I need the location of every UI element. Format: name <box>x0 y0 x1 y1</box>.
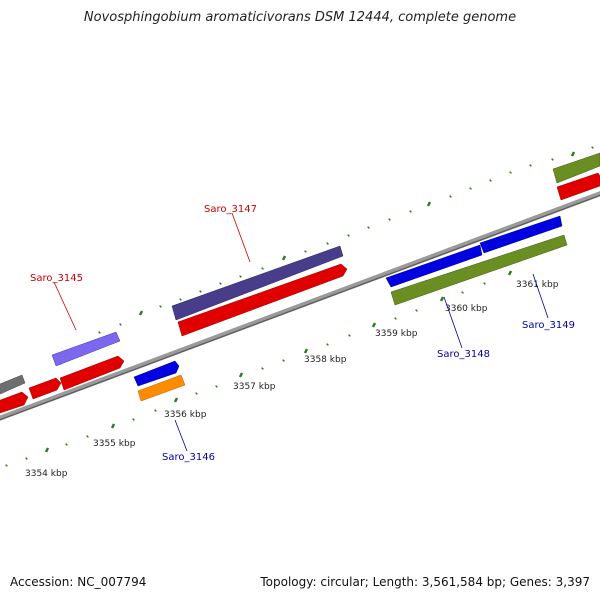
kbp-label: 3354 kbp <box>25 469 68 479</box>
tick-mark <box>509 171 512 174</box>
gene-label: Saro_3149 <box>522 320 575 331</box>
tick-mark <box>461 291 464 294</box>
tick-mark-major <box>173 397 179 403</box>
tick-mark-major <box>570 151 576 157</box>
tick-mark <box>195 392 198 395</box>
tick-mark-major <box>507 270 513 276</box>
tick-mark <box>65 443 68 446</box>
tick-mark <box>261 267 264 270</box>
tick-mark <box>86 435 89 438</box>
gene-saro-3146[interactable]: Saro_3146 <box>137 374 215 463</box>
tick-mark <box>132 418 135 421</box>
tick-mark <box>98 331 101 334</box>
tick-mark <box>5 464 8 467</box>
tick-mark-major <box>110 423 116 429</box>
tick-mark-major <box>281 255 287 261</box>
tick-mark <box>469 187 472 190</box>
tick-mark <box>179 298 182 301</box>
tick-mark <box>154 409 157 412</box>
gene-saro-3145[interactable]: Saro_3145 <box>30 273 121 367</box>
tick-mark <box>219 282 222 285</box>
gene-label: Saro_3145 <box>30 273 83 284</box>
kbp-label: 3360 kbp <box>445 304 488 314</box>
tick-mark <box>119 323 122 326</box>
grey-gene-arrow <box>0 374 26 395</box>
gene-saro-3148[interactable]: Saro_3148 <box>390 234 568 360</box>
genome-summary-text: Topology: circular; Length: 3,561,584 bp… <box>260 575 590 589</box>
blue-gene-arrow <box>133 360 180 387</box>
genome-backbone <box>0 191 600 421</box>
gene-saro-3147[interactable]: Saro_3147 <box>171 204 344 321</box>
tick-mark <box>239 275 242 278</box>
gene-saro-3149[interactable]: Saro_3149 <box>522 273 575 331</box>
blue-gene-arrow <box>479 215 563 254</box>
kbp-label: 3356 kbp <box>164 410 207 420</box>
kbp-label: 3358 kbp <box>304 355 347 365</box>
kbp-labels: 3354 kbp 3355 kbp 3356 kbp 3357 kbp 3358… <box>25 280 559 479</box>
gene-label: Saro_3146 <box>162 452 215 463</box>
tick-mark-major <box>426 201 432 207</box>
tick-mark <box>394 317 397 320</box>
olive-gene-arrow <box>552 152 600 184</box>
gene-label: Saro_3147 <box>204 204 257 215</box>
tick-mark-major <box>44 447 50 453</box>
tick-mark <box>326 343 329 346</box>
kbp-label: 3361 kbp <box>516 280 559 290</box>
tick-mark <box>388 218 391 221</box>
tick-mark <box>25 457 28 460</box>
tick-mark <box>551 158 554 161</box>
unlabeled-features[interactable] <box>0 152 600 414</box>
tick-mark <box>529 164 532 167</box>
tick-mark-major <box>238 372 244 378</box>
tick-mark <box>367 226 370 229</box>
tick-mark <box>215 385 218 388</box>
tick-mark <box>449 195 452 198</box>
tick-mark <box>326 242 329 245</box>
tick-mark <box>347 234 350 237</box>
tick-mark <box>304 250 307 253</box>
accession-text: Accession: NC_007794 <box>10 575 147 589</box>
red-cds-arrow <box>59 355 125 391</box>
red-cds-arrow <box>0 391 29 414</box>
red-cds-arrow <box>556 172 600 201</box>
tick-mark-major <box>303 348 309 354</box>
blue-gene-arrow <box>385 244 483 288</box>
tick-mark <box>591 146 594 149</box>
tick-mark <box>348 334 351 337</box>
red-cds-arrow <box>177 263 348 337</box>
kbp-label: 3355 kbp <box>93 439 136 449</box>
map-title: Novosphingobium aromaticivorans DSM 1244… <box>83 10 517 25</box>
tick-mark <box>489 179 492 182</box>
tick-mark <box>409 210 412 213</box>
red-cds-arrow <box>28 377 62 400</box>
kbp-label: 3359 kbp <box>375 329 418 339</box>
tick-mark-major <box>439 296 445 302</box>
tick-mark <box>415 309 418 312</box>
tick-mark <box>199 290 202 293</box>
tick-mark-major <box>138 310 144 316</box>
tick-mark <box>483 282 486 285</box>
gene-label: Saro_3148 <box>437 349 490 360</box>
lower-tick-track <box>5 270 513 467</box>
tick-mark-major <box>371 322 377 328</box>
tick-mark <box>261 367 264 370</box>
tick-mark <box>159 305 162 308</box>
tick-mark <box>282 359 285 362</box>
kbp-label: 3357 kbp <box>233 382 276 392</box>
